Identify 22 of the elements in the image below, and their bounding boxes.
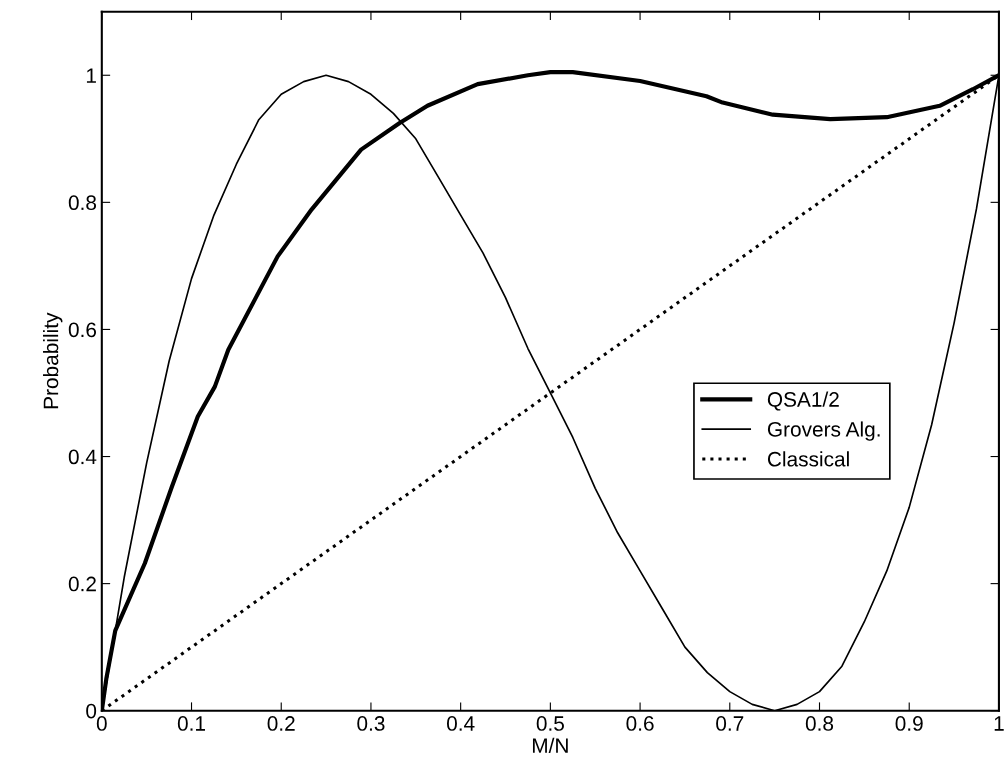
x-tick-label: 0.5: [536, 716, 564, 731]
y-tick-label: 0.4: [68, 449, 97, 465]
y-tick-label: 0.6: [68, 322, 97, 338]
x-tick-label: 0: [96, 716, 107, 731]
legend-label: QSA1/2: [767, 391, 839, 411]
y-tick-label: 1: [86, 68, 96, 83]
y-tick-label: 0.2: [68, 576, 96, 592]
x-tick-label: 0.7: [716, 716, 744, 731]
legend-label: Classical: [767, 451, 849, 467]
x-tick-label: 0.9: [895, 716, 923, 731]
x-tick-label: 0.1: [177, 716, 205, 731]
x-tick-label: 0.4: [446, 716, 475, 731]
x-tick-label: 0.3: [357, 716, 385, 731]
y-axis-title: Probability: [43, 312, 63, 409]
x-axis-title: M/N: [532, 737, 568, 754]
y-tick-label: 0.8: [68, 195, 97, 211]
legend-label: Grovers Alg.: [767, 421, 880, 441]
y-tick-label: 0: [86, 703, 97, 719]
x-tick-label: 0.6: [626, 716, 654, 731]
x-tick-label: 0.2: [267, 716, 295, 731]
x-tick-label: 1: [994, 716, 1004, 731]
x-tick-label: 0.8: [805, 716, 834, 731]
